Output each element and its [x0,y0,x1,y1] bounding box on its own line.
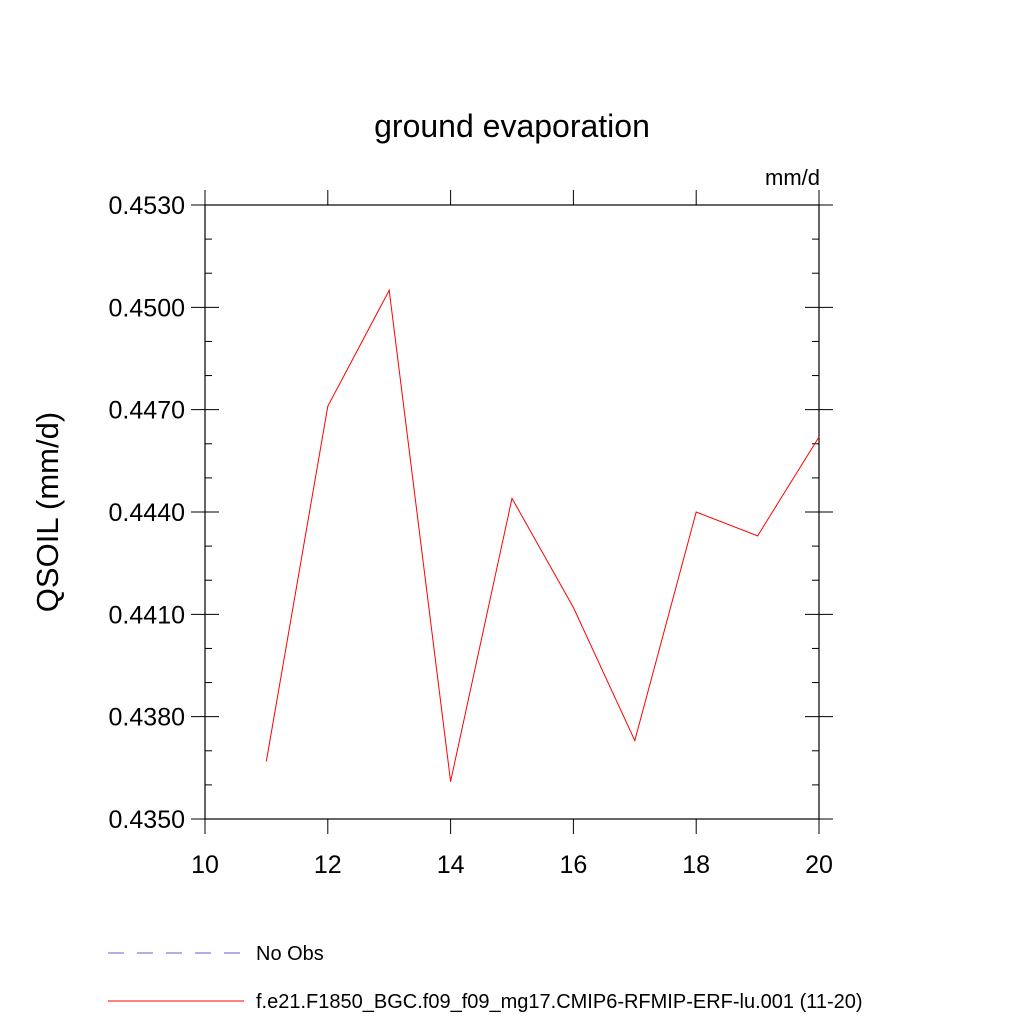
plot-frame [204,204,820,820]
y-tick-label: 0.4440 [109,499,185,527]
units-label: mm/d [765,165,820,190]
x-tick-label: 16 [559,851,587,879]
y-tick-label: 0.4470 [109,397,185,425]
y-tick-label: 0.4380 [109,704,185,732]
data-point [757,535,759,537]
data-point [818,436,820,438]
legend-label-model: f.e21.F1850_BGC.f09_f09_mg17.CMIP6-RFMIP… [256,991,863,1013]
legend: No Obs f.e21.F1850_BGC.f09_f09_mg17.CMIP… [108,943,863,1013]
series-line [265,288,820,782]
data-point [450,780,452,782]
x-axis: 10 12 14 16 18 20 [191,190,833,879]
data-point [634,740,636,742]
legend-label-no-obs: No Obs [256,943,324,965]
data-point [572,607,574,609]
y-tick-label: 0.4530 [109,192,185,220]
x-tick-label: 18 [682,851,710,879]
y-tick-label: 0.4500 [109,294,185,322]
x-tick-label: 20 [805,851,833,879]
x-tick-label: 12 [314,851,342,879]
data-point [265,760,267,762]
y-tick-label: 0.4350 [109,806,185,834]
y-axis: 0.4350 0.4380 0.4410 0.4440 0.4470 0.4500 0.45… [109,192,833,834]
y-axis-label: QSOIL (mm/d) [30,412,65,612]
data-point [511,497,513,499]
x-tick-label: 14 [437,851,465,879]
x-tick-label: 10 [191,851,219,879]
data-point [388,289,390,291]
y-tick-label: 0.4410 [109,601,185,629]
series-layer [265,288,820,782]
chart-title: ground evaporation [374,108,650,144]
data-point [695,511,697,513]
data-point [327,405,329,407]
